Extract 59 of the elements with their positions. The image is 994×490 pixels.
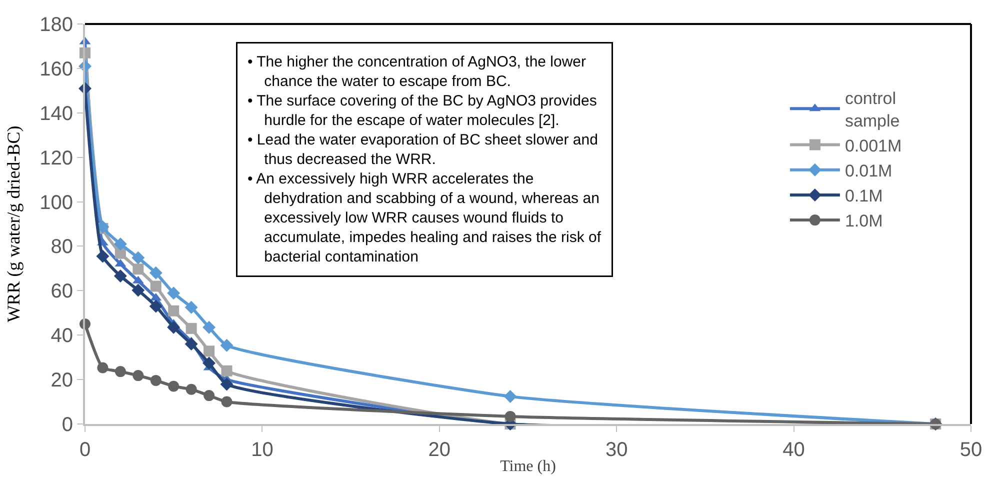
point	[202, 320, 216, 334]
annotation: • An excessively high WRR accelerates the dehydration and scabbing of a wound, whereas an excessively low WRR causes wound fluids to accumulate, impedes healing and raises the risk of bacterial contamination	[248, 170, 602, 266]
legend-label: 0.1M	[844, 186, 883, 206]
point	[132, 251, 145, 264]
y-tick-label: 0	[62, 414, 73, 436]
point	[204, 390, 215, 402]
point	[186, 322, 197, 334]
point	[221, 396, 232, 408]
annotation: • The surface covering of the BC by AgNO3 provides hurdle for the escape of water molecules [2].	[248, 92, 597, 129]
point	[149, 266, 162, 280]
y-tick-label: 140	[40, 102, 73, 125]
point	[132, 284, 145, 297]
point	[167, 286, 180, 300]
point	[114, 238, 127, 250]
legend-label: 0.001M	[844, 136, 902, 156]
annotation: • The higher the concentration of AgNO3, the lower chance the water to escape from BC.	[248, 54, 586, 90]
y-tick-label: 60	[50, 280, 73, 303]
point	[504, 410, 516, 422]
point	[168, 305, 180, 316]
point	[114, 270, 127, 282]
x-axis-title: Time (h)	[500, 458, 556, 476]
x-tick-label: 10	[251, 439, 274, 461]
y-tick-label: 20	[50, 370, 73, 392]
point	[220, 338, 234, 352]
legend-label: 1.0M	[844, 212, 883, 231]
point	[150, 280, 162, 292]
legend-label: 0.01M	[844, 161, 892, 180]
x-tick-label: 50	[960, 439, 982, 461]
y-tick-label: 40	[50, 325, 73, 348]
point	[167, 320, 180, 334]
point	[221, 365, 232, 376]
y-tick-label: 180	[40, 14, 73, 36]
point	[184, 338, 198, 350]
y-tick-label: 120	[40, 147, 73, 170]
point	[504, 390, 517, 403]
y-tick-label: 80	[50, 236, 73, 258]
point	[220, 378, 234, 391]
annotation: • Lead the water evaporation of BC sheet slower and thus decreased the WRR.	[248, 132, 598, 168]
point	[132, 370, 144, 382]
point	[96, 250, 110, 263]
y-tick-label: 100	[40, 192, 73, 214]
point	[114, 248, 126, 259]
point	[168, 380, 180, 392]
point	[186, 384, 197, 395]
x-tick-label: 30	[605, 439, 628, 461]
point	[150, 374, 162, 386]
x-tick-label: 0	[79, 439, 91, 461]
point	[132, 264, 144, 275]
x-tick-label: 40	[782, 439, 805, 461]
y-axis-title: WRR (g water/g dried-BC)	[3, 126, 24, 322]
point	[149, 300, 162, 313]
point	[202, 356, 216, 370]
x-tick-label: 20	[428, 439, 451, 461]
y-tick-label: 160	[40, 58, 73, 80]
legend-label: control sample	[844, 89, 900, 130]
point	[97, 362, 108, 374]
point	[204, 346, 215, 357]
point	[114, 366, 126, 378]
point	[184, 300, 198, 314]
